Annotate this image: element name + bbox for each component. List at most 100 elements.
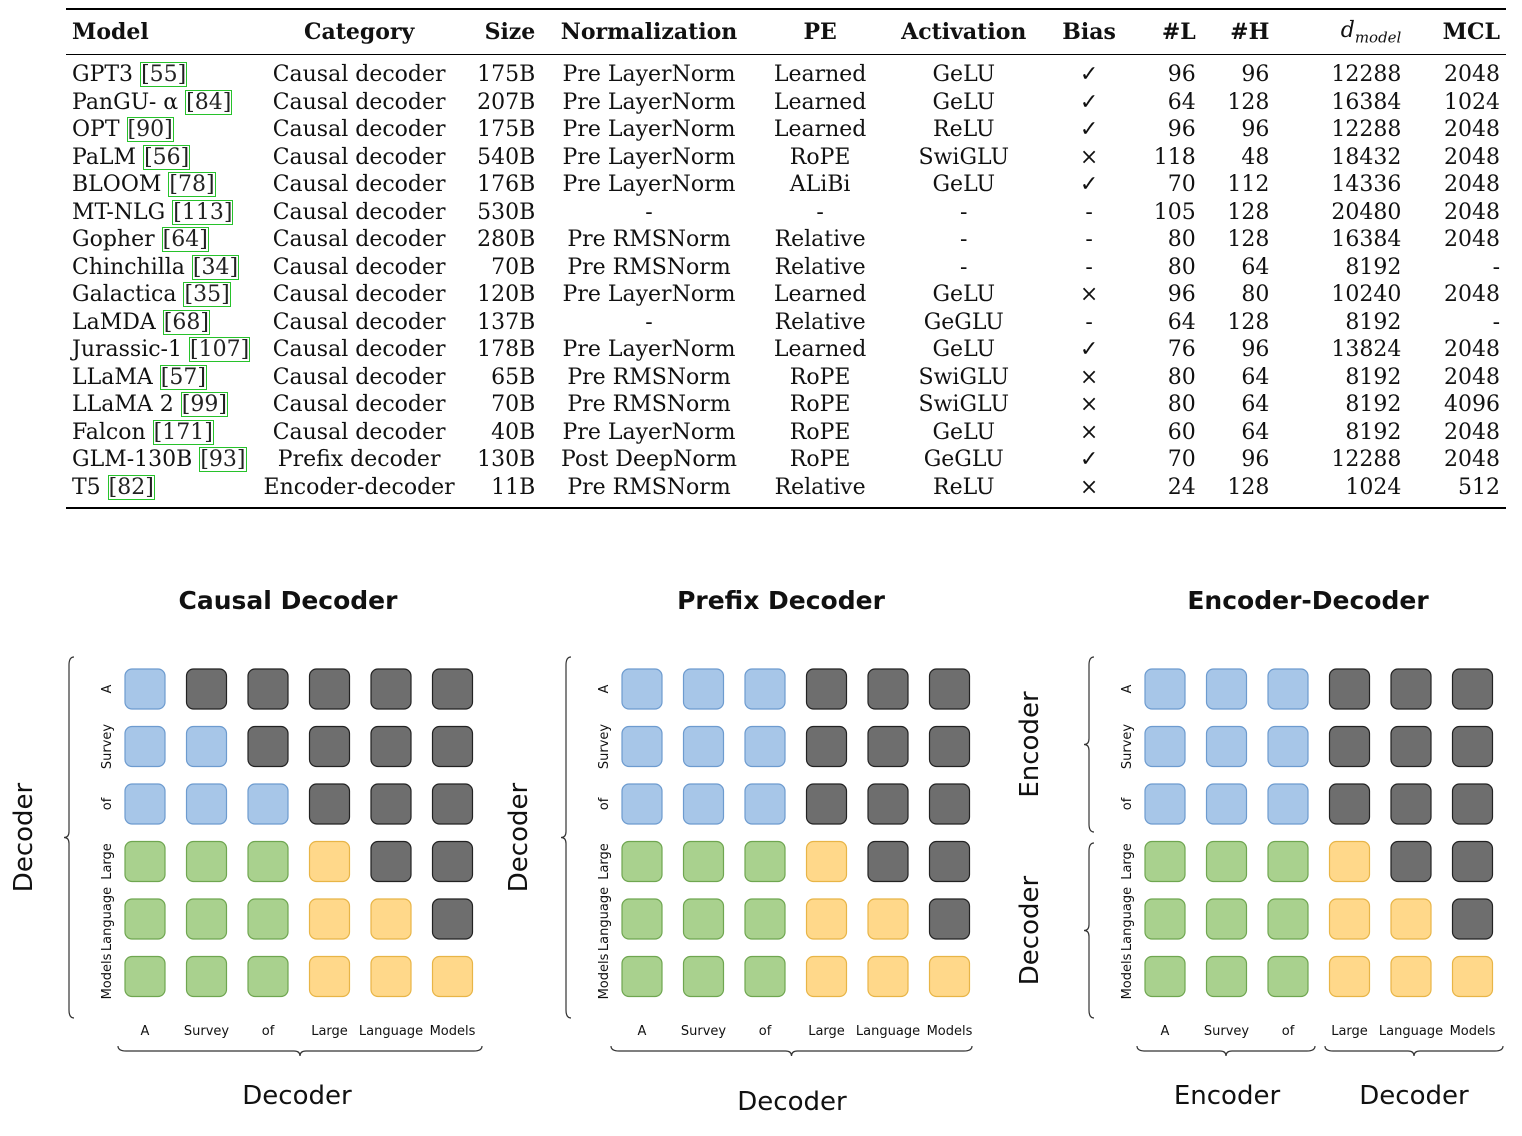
model-name: MT-NLG <box>72 199 166 225</box>
table-row: MT-NLG [113] Causal decoder 530B - - - - 105 128… <box>66 199 1506 227</box>
cell-model: Galactica [35] <box>66 281 258 309</box>
mask-cell-blue <box>1267 783 1309 825</box>
citation-box[interactable]: [57] <box>159 364 207 390</box>
column-token-label: Survey <box>1204 1024 1250 1039</box>
mask-cell-yellow <box>308 898 351 940</box>
column-group-label: Encoder <box>1174 1081 1281 1111</box>
row-group-brace <box>1083 842 1095 1019</box>
citation-box[interactable]: [56] <box>143 144 191 170</box>
mask-cell-gray <box>928 783 971 825</box>
col-header-activation: Activation <box>901 19 1027 45</box>
cell-h: 112 <box>1227 172 1270 197</box>
mask-cell-green <box>1144 840 1186 883</box>
mask-cell-gray <box>185 668 228 710</box>
citation-box[interactable]: [64] <box>161 227 209 252</box>
mask-cell-yellow <box>1328 898 1371 940</box>
citation-box[interactable]: [107] <box>189 337 251 362</box>
row-group-brace <box>63 656 75 1019</box>
citation-link[interactable]: 68 <box>172 309 201 335</box>
mask-cell-gray <box>1451 840 1494 883</box>
cell-norm: Pre LayerNorm <box>562 337 736 362</box>
mask-cell-yellow <box>805 898 848 940</box>
citation-box[interactable]: [84] <box>185 89 233 115</box>
citation-link[interactable]: 171 <box>162 419 205 445</box>
cell-mcl: 2048 <box>1444 144 1500 170</box>
cell-l: 105 <box>1153 199 1196 225</box>
row-token-label: A <box>1120 684 1135 693</box>
citation-link[interactable]: 99 <box>190 392 219 417</box>
cell-l: 64 <box>1167 89 1196 115</box>
citation-box[interactable]: [113] <box>172 199 234 225</box>
row-token-label: Models <box>597 953 612 999</box>
cell-norm: Pre RMSNorm <box>567 254 731 280</box>
citation-box[interactable]: [93] <box>199 447 247 472</box>
table-row: GPT3 [55] Causal decoder 175B Pre LayerNorm… <box>66 54 1506 89</box>
dmodel-subscript: model <box>1354 28 1402 47</box>
table-row: Galactica [35] Causal decoder 120B Pre Laye… <box>66 281 1506 309</box>
citation-link[interactable]: 35 <box>193 282 222 307</box>
cell-h: 80 <box>1241 282 1270 307</box>
citation-link[interactable]: 93 <box>208 447 237 472</box>
cell-d: 12288 <box>1331 117 1402 142</box>
citation-link[interactable]: 84 <box>194 89 223 115</box>
mask-cell-gray <box>431 898 474 940</box>
cell-size: 175B <box>477 62 536 87</box>
citation-link[interactable]: 90 <box>136 117 165 142</box>
citation-box[interactable]: [55] <box>140 62 188 87</box>
cell-l: 70 <box>1167 172 1196 197</box>
citation-link[interactable]: 34 <box>201 254 230 280</box>
citation-link[interactable]: 107 <box>198 337 241 362</box>
cell-act: ReLU <box>933 117 995 142</box>
citation-link[interactable]: 64 <box>171 227 200 252</box>
cell-act: GeGLU <box>923 309 1004 335</box>
row-token-label: Models <box>1120 953 1135 999</box>
citation-link[interactable]: 57 <box>169 364 198 390</box>
citation-link[interactable]: 113 <box>181 199 224 225</box>
citation-link[interactable]: 78 <box>177 172 206 197</box>
citation-link[interactable]: 55 <box>149 62 178 87</box>
cell-pe: Relative <box>774 474 866 500</box>
mask-cell-green <box>124 840 166 883</box>
column-token-label: Language <box>856 1024 920 1039</box>
mask-cell-gray <box>370 668 412 710</box>
table-row: Jurassic-1 [107] Causal decoder 178B Pre La… <box>66 336 1506 364</box>
column-group-label: Decoder <box>1359 1081 1469 1111</box>
citation-box[interactable]: [34] <box>191 254 240 280</box>
citation-link[interactable]: 56 <box>152 144 181 170</box>
mask-cell-gray <box>308 783 351 825</box>
citation-box[interactable]: [35] <box>183 282 231 307</box>
cell-d: 1024 <box>1345 474 1402 500</box>
citation-link[interactable]: 82 <box>117 474 146 500</box>
citation-box[interactable]: [90] <box>126 117 174 142</box>
cell-norm: Pre LayerNorm <box>562 117 736 142</box>
citation-box[interactable]: [68] <box>162 309 210 335</box>
cell-pe: Learned <box>773 62 867 87</box>
cell-act: GeLU <box>932 337 996 362</box>
mask-cell-gray <box>928 668 971 710</box>
cell-category: Causal decoder <box>272 89 446 115</box>
citation-box[interactable]: [78] <box>168 172 216 197</box>
cell-pe: RoPE <box>789 364 851 390</box>
mask-cell-green <box>247 955 289 998</box>
col-header-layers: #L <box>1161 19 1196 45</box>
table-row: LLaMA 2 [99] Causal decoder 70B Pre RMSNorm… <box>66 391 1506 419</box>
mask-cell-gray <box>805 668 848 710</box>
col-header-pe: PE <box>803 19 837 45</box>
cell-l: 118 <box>1153 144 1196 170</box>
cell-category: Causal decoder <box>272 309 446 335</box>
row-token-label: Large <box>597 843 612 880</box>
cell-pe: Learned <box>773 337 867 362</box>
citation-box[interactable]: [82] <box>107 474 155 500</box>
cell-category: Causal decoder <box>272 227 446 252</box>
citation-box[interactable]: [99] <box>180 392 228 417</box>
model-name: OPT <box>72 117 120 142</box>
mask-cell-gray <box>928 840 971 883</box>
model-name: LaMDA <box>72 309 156 335</box>
cell-pe: RoPE <box>789 419 851 445</box>
cell-mcl: 2048 <box>1444 227 1500 252</box>
model-name: Falcon <box>72 419 146 445</box>
citation-box[interactable]: [171] <box>152 419 214 445</box>
mask-cell-blue <box>1144 783 1186 825</box>
row-token-label: Large <box>1120 843 1135 880</box>
cell-h: 128 <box>1227 89 1270 115</box>
